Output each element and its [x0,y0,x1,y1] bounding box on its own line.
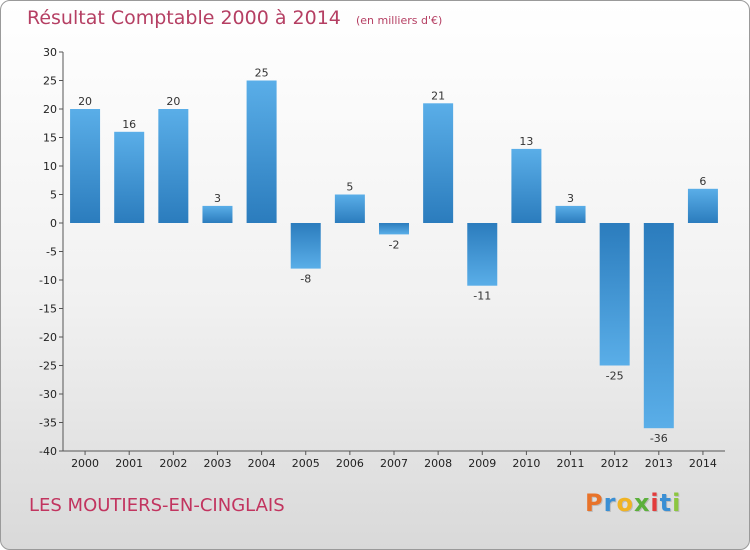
data-label-2001: 16 [122,118,136,131]
x-tick-label-2005: 2005 [292,457,320,470]
bar-2010 [511,148,542,223]
logo-letter: o [616,489,634,517]
bar-2014 [687,188,718,223]
y-tick-label: 0 [50,217,57,230]
y-tick-label: -40 [39,445,57,458]
proxiti-logo: Proxiti [585,489,681,517]
x-tick-label-2001: 2001 [115,457,143,470]
bars-group [70,80,718,429]
chart-title: Résultat Comptable 2000 à 2014 [27,7,341,29]
bar-2005 [290,223,321,269]
chart-subtitle: (en milliers d'€) [355,14,443,27]
x-tick-label-2007: 2007 [380,457,408,470]
y-tick-label: 5 [50,189,57,202]
data-label-2000: 20 [78,95,92,108]
bar-2009 [467,223,498,286]
data-label-2014: 6 [699,175,706,188]
x-tick-label-2009: 2009 [468,457,496,470]
x-tick-label-2000: 2000 [71,457,99,470]
bar-2006 [334,194,365,223]
bar-2001 [114,131,145,223]
logo-letter: t [659,489,673,517]
data-label-2011: 3 [567,192,574,205]
logo-letter: x [633,489,651,517]
bar-2003 [202,205,233,223]
data-label-2006: 5 [346,181,353,194]
data-label-2010: 13 [519,135,533,148]
logo-letter: i [672,489,682,517]
data-label-2003: 3 [214,192,221,205]
title-block: Résultat Comptable 2000 à 2014 (en milli… [27,7,442,29]
y-tick-label: -20 [39,331,57,344]
data-label-2013: -36 [650,432,668,445]
x-tick-label-2013: 2013 [645,457,673,470]
x-tick-label-2010: 2010 [512,457,540,470]
logo-letter: r [603,489,617,517]
data-label-2002: 20 [166,95,180,108]
y-tick-label: 20 [43,103,57,116]
data-labels-group: 20 16 20 3 25 -8 5 -2 21 -11 13 3 -25 -36 6 [78,67,706,446]
data-label-2004: 25 [255,67,269,80]
y-tick-label: -35 [39,417,57,430]
y-tick-label: -25 [39,360,57,373]
x-tick-label-2006: 2006 [336,457,364,470]
y-tick-label: -5 [46,246,57,259]
data-label-2012: -25 [606,370,624,383]
y-tick-label: -15 [39,303,57,316]
x-tick-label-2012: 2012 [601,457,629,470]
bar-2002 [158,109,189,223]
x-tick-label-2011: 2011 [557,457,585,470]
data-label-2005: -8 [300,273,311,286]
x-tick-label-2008: 2008 [424,457,452,470]
data-label-2008: 21 [431,89,445,102]
commune-name: LES MOUTIERS-EN-CINGLAIS [29,495,285,516]
data-label-2009: -11 [473,290,491,303]
bar-2000 [70,109,101,223]
logo-letter: P [585,489,604,517]
bar-2012 [599,223,630,366]
x-tick-label-2002: 2002 [159,457,187,470]
bar-2004 [246,80,277,223]
x-tick-label-2004: 2004 [248,457,276,470]
bar-2007 [379,223,409,235]
y-tick-label: 30 [43,46,57,59]
logo-letter: i [650,489,660,517]
y-tick-label: -30 [39,388,57,401]
bar-2011 [555,205,586,223]
y-tick-label: 15 [43,132,57,145]
y-tick-label: 25 [43,75,57,88]
bar-2013 [643,223,674,429]
bar-2008 [423,103,454,223]
x-tick-label-2003: 2003 [203,457,231,470]
y-tick-label: 10 [43,160,57,173]
y-tick-label: -10 [39,274,57,287]
data-label-2007: -2 [389,238,400,251]
x-tick-label-2014: 2014 [689,457,717,470]
